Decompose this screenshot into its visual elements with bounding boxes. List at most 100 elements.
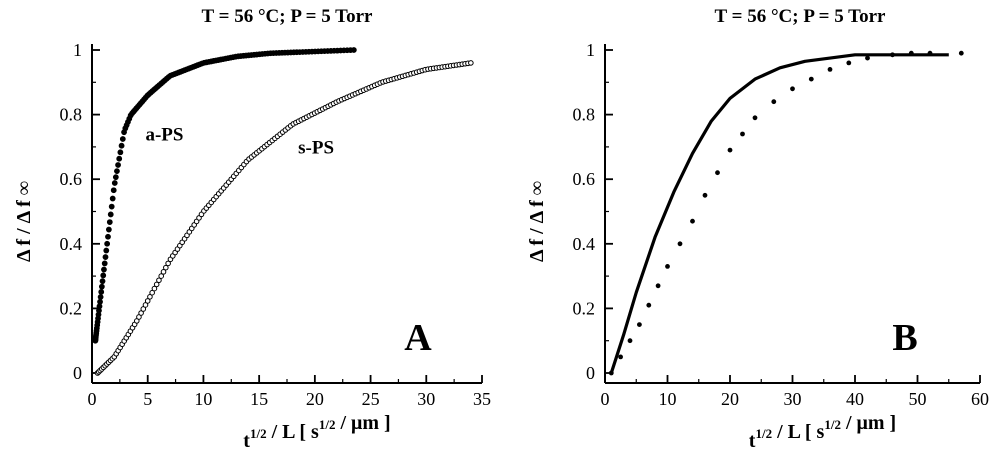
y-tick-label: 0.6: [573, 169, 596, 189]
data-point: [808, 76, 814, 82]
y-axis-label: Δ f / Δ f ∞: [526, 181, 548, 262]
data-point: [97, 298, 103, 305]
series-annotation: a-PS: [145, 124, 183, 145]
y-tick-label: 1: [586, 40, 595, 60]
series-dotted-1: [608, 50, 964, 376]
series-a-ps: [92, 47, 357, 344]
data-point: [153, 281, 160, 288]
data-point: [147, 294, 153, 300]
y-tick-label: 0.4: [60, 234, 83, 254]
y-axis-label: Δ f / Δ f ∞: [13, 181, 35, 262]
data-point: [958, 50, 964, 56]
panel-label: A: [404, 317, 432, 359]
x-axis-label: t1/2 / L [ s1/2 / μm ]: [243, 412, 390, 452]
x-tick-label: 15: [250, 389, 268, 409]
data-point: [151, 285, 158, 292]
data-point: [110, 187, 117, 194]
data-point: [890, 52, 895, 58]
data-point: [618, 354, 623, 360]
data-point: [98, 283, 105, 290]
data-point: [104, 240, 111, 247]
data-point: [163, 264, 169, 271]
data-point: [109, 195, 116, 202]
data-point: [715, 170, 720, 176]
data-point: [740, 131, 745, 137]
data-point: [727, 147, 733, 153]
data-point: [98, 289, 105, 295]
y-tick-label: 0.2: [573, 298, 596, 318]
y-tick-label: 0.4: [573, 234, 596, 254]
data-point: [165, 260, 171, 267]
x-tick-label: 25: [362, 389, 380, 409]
data-point: [927, 50, 933, 56]
series-annotation: s-PS: [298, 137, 334, 158]
data-point: [117, 149, 124, 156]
data-point: [908, 50, 914, 56]
data-point: [105, 233, 111, 240]
data-point: [637, 322, 642, 327]
data-point: [655, 283, 661, 289]
x-tick-label: 40: [846, 389, 864, 409]
data-point: [115, 162, 121, 168]
data-point: [102, 254, 109, 260]
data-point: [97, 294, 104, 300]
data-point: [105, 226, 112, 233]
x-tick-label: 0: [601, 389, 610, 409]
chart-title: T = 56 °C; P = 5 Torr: [715, 6, 886, 27]
data-point: [608, 370, 614, 376]
x-tick-label: 35: [473, 389, 491, 409]
data-point: [627, 338, 633, 344]
data-point: [103, 247, 110, 254]
x-tick-label: 20: [721, 389, 739, 409]
series-s-ps: [94, 60, 474, 376]
x-tick-label: 5: [143, 389, 152, 409]
data-point: [107, 211, 114, 218]
data-point: [106, 219, 113, 226]
x-tick-label: 0: [88, 389, 97, 409]
x-tick-label: 30: [784, 389, 802, 409]
data-point: [118, 142, 125, 149]
data-point: [99, 278, 106, 285]
data-point: [158, 273, 165, 279]
data-point: [677, 241, 683, 247]
data-point: [702, 192, 708, 198]
data-point: [100, 272, 107, 279]
y-tick-label: 0: [73, 363, 82, 383]
data-point: [112, 174, 119, 181]
data-point: [827, 67, 833, 72]
y-tick-label: 0.2: [60, 298, 83, 318]
data-point: [350, 47, 357, 53]
data-point: [156, 277, 162, 284]
data-point: [865, 55, 870, 61]
x-tick-label: 60: [971, 389, 989, 409]
data-point: [752, 115, 758, 121]
y-tick-label: 1: [73, 40, 82, 60]
data-point: [101, 266, 107, 273]
y-tick-label: 0.8: [573, 105, 596, 125]
data-point: [690, 218, 695, 224]
data-point: [646, 302, 652, 308]
series-line: [609, 53, 949, 374]
series-solid-0: [609, 53, 949, 374]
data-point: [665, 264, 670, 269]
data-point: [771, 99, 777, 105]
data-point: [111, 180, 118, 186]
data-point: [101, 260, 108, 267]
x-axis-label: t1/2 / L [ s1/2 / μm ]: [749, 412, 896, 452]
data-point: [144, 298, 151, 304]
data-point: [468, 60, 474, 66]
data-point: [116, 155, 123, 162]
data-point: [108, 203, 115, 210]
data-point: [142, 302, 149, 308]
y-tick-label: 0.6: [60, 169, 83, 189]
x-tick-label: 30: [417, 389, 435, 409]
data-point: [160, 269, 167, 275]
data-point: [149, 289, 155, 296]
chart-title: T = 56 °C; P = 5 Torr: [202, 6, 373, 27]
data-point: [114, 168, 120, 175]
x-tick-label: 10: [194, 389, 212, 409]
y-tick-label: 0: [586, 363, 595, 383]
